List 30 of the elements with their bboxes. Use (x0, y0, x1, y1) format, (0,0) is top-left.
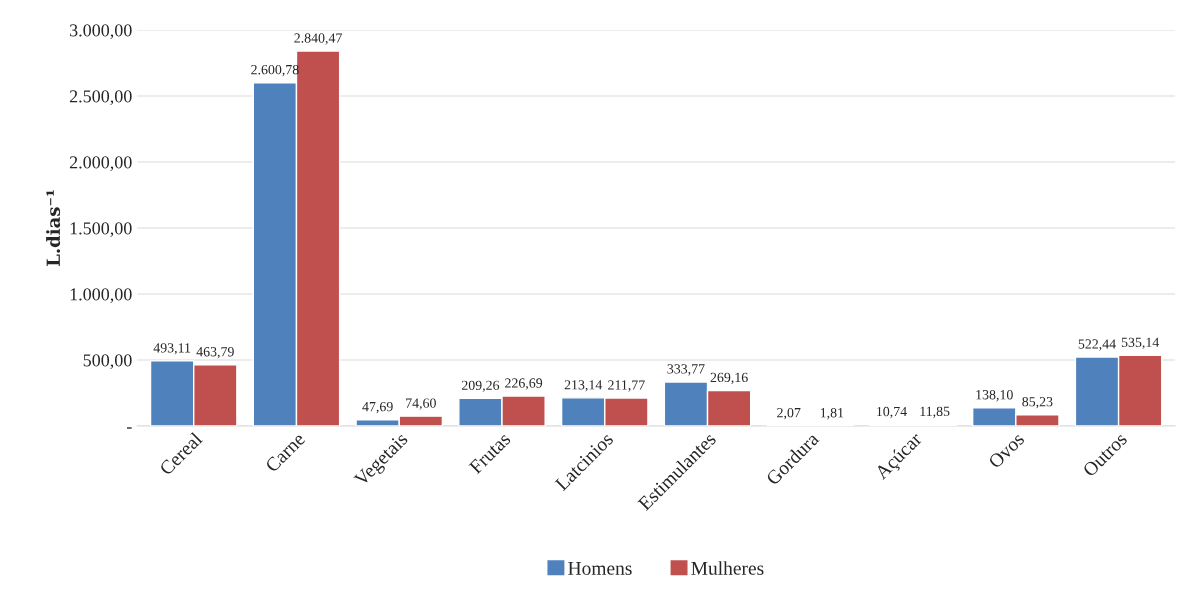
legend-label: Mulheres (691, 561, 764, 575)
data-label: 463,79 (196, 347, 234, 359)
y-tick-label: 1.000,00 (70, 288, 132, 304)
y-tick-label: 2.000,00 (69, 156, 132, 172)
data-label: 1,81 (820, 408, 844, 420)
y-axis-title: L.dias⁻¹ (46, 190, 61, 267)
y-tick-label: - (126, 427, 132, 429)
data-label: 211,77 (608, 380, 645, 392)
y-tick-label: 3.000,00 (70, 24, 132, 40)
data-label: 226,69 (505, 378, 543, 390)
data-label: 2,07 (777, 407, 801, 420)
y-tick-label: 500,00 (83, 354, 132, 370)
legend-label: Homens (568, 561, 632, 575)
data-label: 2.840,47 (294, 33, 342, 45)
data-label: 10,74 (877, 406, 907, 419)
data-label: 74,60 (406, 398, 436, 410)
y-tick-label: 2.500,00 (69, 90, 132, 106)
data-label: 209,26 (461, 380, 500, 392)
data-label: 138,10 (976, 390, 1013, 402)
data-label: 493,11 (153, 343, 191, 355)
y-tick-label: 1.500,00 (70, 222, 132, 238)
x-tick-label: Ovos (987, 431, 1025, 469)
data-label: 85,23 (1022, 397, 1053, 409)
data-label: 47,69 (362, 401, 393, 414)
data-label: 333,77 (667, 364, 705, 376)
data-label: 535,14 (1121, 337, 1160, 349)
data-label: 213,14 (564, 380, 603, 392)
data-label: 11,85 (920, 406, 950, 419)
data-label: 522,44 (1078, 339, 1116, 351)
data-label: 269,16 (710, 372, 748, 385)
